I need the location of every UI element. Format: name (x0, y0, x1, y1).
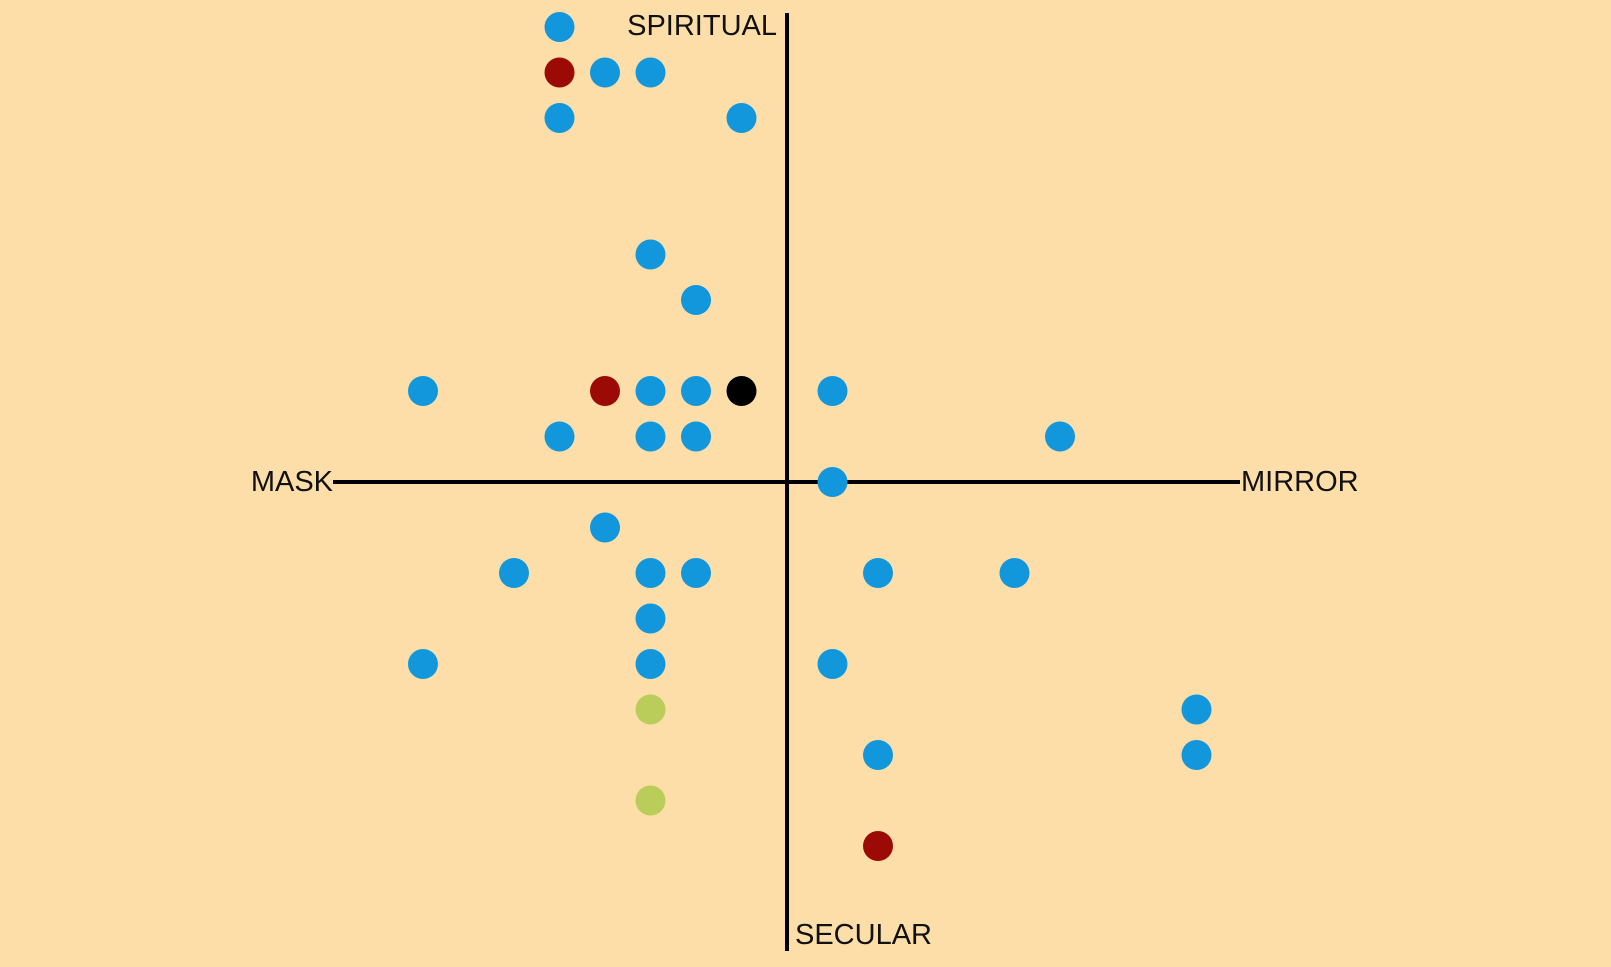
data-point-blue (635, 376, 666, 406)
data-point-green (635, 785, 666, 816)
data-point-blue (590, 57, 620, 88)
axis-label-top: SPIRITUAL (627, 10, 777, 42)
data-point-blue (408, 376, 438, 406)
data-point-blue (817, 649, 848, 679)
data-point-red (590, 376, 620, 406)
data-point-blue (863, 558, 893, 588)
data-point-red (544, 57, 575, 88)
data-point-red (863, 831, 893, 861)
data-point-blue (1181, 740, 1212, 770)
data-point-blue (1181, 694, 1212, 725)
data-point-blue (681, 285, 711, 315)
data-point-blue (1045, 421, 1075, 452)
data-point-black (726, 376, 757, 406)
data-points (408, 12, 1212, 861)
data-point-blue (681, 421, 711, 452)
data-point-blue (635, 558, 666, 588)
data-point-blue (544, 421, 575, 452)
axis-label-right: MIRROR (1241, 466, 1359, 498)
axis-label-bottom: SECULAR (795, 919, 932, 951)
data-point-blue (544, 12, 575, 42)
data-point-blue (817, 467, 848, 497)
data-point-blue (499, 558, 529, 588)
data-point-blue (635, 603, 666, 634)
data-point-blue (681, 558, 711, 588)
data-point-blue (817, 376, 848, 406)
data-point-blue (726, 103, 757, 133)
data-point-blue (863, 740, 893, 770)
data-point-blue (408, 649, 438, 679)
data-point-blue (681, 376, 711, 406)
data-point-blue (635, 421, 666, 452)
data-point-blue (635, 649, 666, 679)
data-point-blue (635, 57, 666, 88)
data-point-blue (999, 558, 1030, 588)
data-point-blue (590, 512, 620, 543)
data-point-blue (544, 103, 575, 133)
data-point-blue (635, 239, 666, 270)
axis-label-left: MASK (251, 466, 334, 498)
data-point-green (635, 694, 666, 725)
